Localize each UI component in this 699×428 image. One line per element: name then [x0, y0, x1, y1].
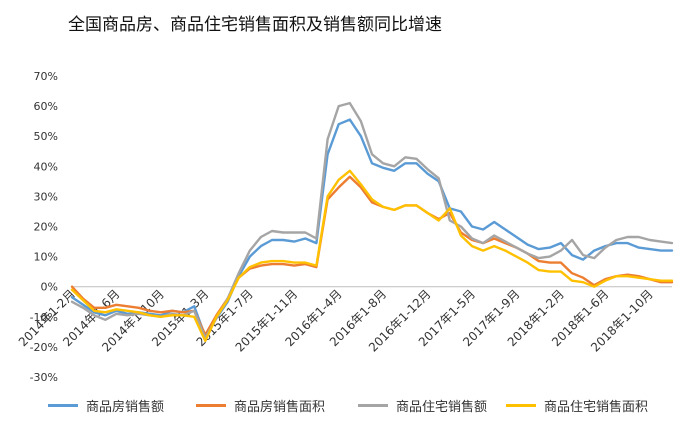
- legend-label: 商品房销售额: [86, 400, 165, 415]
- series-line: [70, 169, 674, 343]
- y-tick-label: 30%: [34, 190, 58, 203]
- series-lines: [70, 101, 674, 343]
- legend-swatch: [196, 404, 226, 407]
- series-line: [70, 101, 674, 340]
- legend-item: 商品房销售额: [48, 396, 164, 415]
- y-tick-label: 50%: [34, 130, 58, 143]
- chart-title: 全国商品房、商品住宅销售面积及销售额同比增速: [68, 15, 442, 35]
- legend-item: 商品房销售面积: [196, 396, 325, 415]
- legend-label: 商品住宅销售额: [396, 400, 488, 415]
- y-tick-label: 60%: [34, 100, 58, 113]
- y-tick-label: -20%: [30, 341, 58, 354]
- legend-swatch: [358, 404, 388, 407]
- y-axis-ticks: 70% 60% 50% 40% 30% 20% 10% 0% -10% -20% -30%: [30, 70, 58, 384]
- series-line: [70, 175, 674, 337]
- x-axis-ticks: 2014年1-2月2014年1-6月2014年1-10月2015年1-3月201…: [16, 287, 656, 355]
- y-tick-label: 0%: [41, 281, 58, 294]
- y-tick-label: -10%: [30, 311, 58, 324]
- y-tick-label: 40%: [34, 160, 58, 173]
- legend-swatch: [48, 404, 78, 407]
- y-tick-label: 10%: [34, 251, 58, 264]
- legend: 商品房销售额 商品房销售面积 商品住宅销售额 商品住宅销售面积: [0, 396, 699, 420]
- legend-label: 商品房销售面积: [234, 400, 326, 415]
- legend-swatch: [506, 404, 536, 407]
- legend-item: 商品住宅销售面积: [506, 396, 648, 415]
- y-tick-label: -30%: [30, 371, 58, 384]
- y-tick-label: 70%: [34, 70, 58, 83]
- y-tick-label: 20%: [34, 221, 58, 234]
- legend-label: 商品住宅销售面积: [544, 400, 649, 415]
- legend-item: 商品住宅销售额: [358, 396, 487, 415]
